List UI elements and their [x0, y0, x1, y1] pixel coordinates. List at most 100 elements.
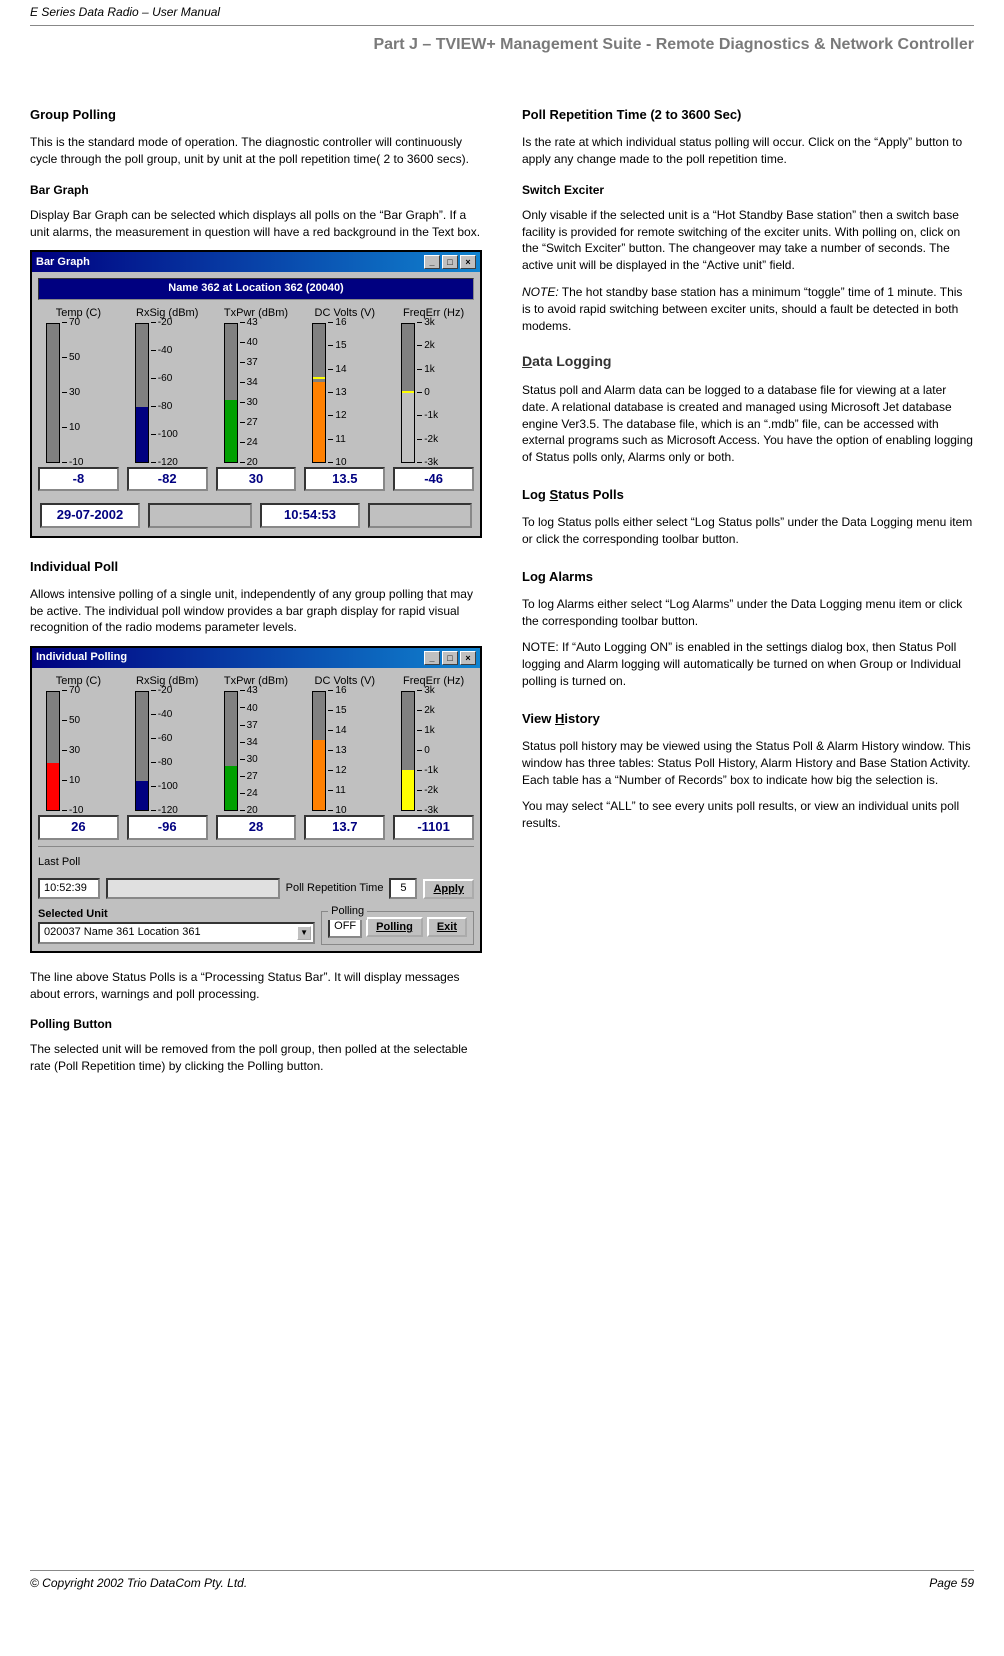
gauge-value: -46 [393, 467, 474, 491]
copyright-text: © Copyright 2002 Trio DataCom Pty. Ltd. [30, 1575, 247, 1592]
gauge-tick-label: -80 [151, 758, 172, 768]
gauge-bar-fill [313, 740, 325, 811]
gauge-tick-label: 30 [62, 746, 80, 756]
gauge-tick-label: -100 [151, 430, 178, 440]
window-titlebar: Individual Polling _ □ × [32, 648, 480, 668]
gauge-tick-label: 20 [240, 458, 258, 468]
gauge-tick-label: 34 [240, 738, 258, 748]
exit-button[interactable]: Exit [427, 917, 467, 937]
gauge-bar [224, 691, 238, 811]
view-history-text-1: Status poll history may be viewed using … [522, 738, 974, 788]
gauge-canvas: 4340373430272420 [216, 323, 297, 463]
gauge-tick-label: -60 [151, 734, 172, 744]
gauge-tick-label: 34 [240, 378, 258, 388]
gauge-tick-label: 2k [417, 341, 435, 351]
gauge-value: -8 [38, 467, 119, 491]
gauge-canvas: -20-40-60-80-100-120 [127, 691, 208, 811]
gauge-value: -1101 [393, 815, 474, 839]
close-icon[interactable]: × [460, 651, 476, 665]
poll-repetition-label: Poll Repetition Time [286, 881, 384, 896]
gauge-tick-label: -1k [417, 766, 438, 776]
page-number: Page 59 [929, 1575, 974, 1592]
gauge-value: -82 [127, 467, 208, 491]
gauge-tick-label: 1k [417, 365, 435, 375]
minimize-icon[interactable]: _ [424, 255, 440, 269]
data-logging-text: Status poll and Alarm data can be logged… [522, 382, 974, 466]
gauge-tick-label: 50 [62, 353, 80, 363]
gauge-tick-label: -20 [151, 686, 172, 696]
apply-button[interactable]: Apply [423, 879, 474, 899]
part-title: Part J – TVIEW+ Management Suite - Remot… [30, 30, 974, 86]
polling-button[interactable]: Polling [366, 917, 423, 937]
gauge-value: 30 [216, 467, 297, 491]
gauge-bar [135, 323, 149, 463]
view-history-heading: View History [522, 710, 974, 728]
last-poll-value: 10:52:39 [38, 878, 100, 899]
right-column: Poll Repetition Time (2 to 3600 Sec) Is … [522, 86, 974, 1085]
poll-repetition-value[interactable]: 5 [389, 878, 417, 899]
gauge: FreqErr (Hz)3k2k1k0-1k-2k-3k-1101 [393, 674, 474, 840]
minimize-icon[interactable]: _ [424, 651, 440, 665]
log-alarms-heading: Log Alarms [522, 568, 974, 586]
gauge-tick-label: 20 [240, 806, 258, 816]
gauge-tick-label: 1k [417, 726, 435, 736]
gauge-tick-label: 13 [328, 388, 346, 398]
gauge-bar-fill [225, 400, 237, 462]
polling-button-heading: Polling Button [30, 1016, 482, 1033]
gauge-bar [312, 691, 326, 811]
gauge: RxSig (dBm)-20-40-60-80-100-120-96 [127, 674, 208, 840]
log-alarms-note: NOTE: If “Auto Logging ON” is enabled in… [522, 639, 974, 689]
gauge-bar [401, 691, 415, 811]
gauge-tick-label: -20 [151, 318, 172, 328]
gauge: RxSig (dBm)-20-40-60-80-100-120-82 [127, 306, 208, 492]
gauge: FreqErr (Hz)3k2k1k0-1k-2k-3k-46 [393, 306, 474, 492]
gauge-tick-label: 43 [240, 318, 258, 328]
unit-name-bar: Name 362 at Location 362 (20040) [38, 278, 474, 299]
gauge-bar-fill [313, 382, 325, 462]
gauge-value: 26 [38, 815, 119, 839]
maximize-icon[interactable]: □ [442, 255, 458, 269]
gauge-tick-label: 24 [240, 789, 258, 799]
gauge-canvas: 16151413121110 [304, 691, 385, 811]
last-poll-label: Last Poll [38, 855, 80, 870]
close-icon[interactable]: × [460, 255, 476, 269]
gauge-tick-label: -3k [417, 458, 438, 468]
gauge-tick-label: 13 [328, 746, 346, 756]
window-title: Individual Polling [36, 650, 127, 665]
gauge-tick-label: -40 [151, 710, 172, 720]
doc-title: E Series Data Radio – User Manual [30, 0, 974, 26]
switch-exciter-heading: Switch Exciter [522, 182, 974, 199]
poll-repetition-heading: Poll Repetition Time (2 to 3600 Sec) [522, 106, 974, 124]
gauge-canvas: 16151413121110 [304, 323, 385, 463]
gauge-tick-label: 3k [417, 686, 435, 696]
gauge-tick-label: 10 [62, 776, 80, 786]
gauge: DC Volts (V)1615141312111013.7 [304, 674, 385, 840]
gauge-tick-label: -10 [62, 458, 83, 468]
window-titlebar: Bar Graph _ □ × [32, 252, 480, 272]
gauge-bar-fill [225, 766, 237, 811]
gauge-canvas: 3k2k1k0-1k-2k-3k [393, 691, 474, 811]
gauge: TxPwr (dBm)434037343027242028 [216, 674, 297, 840]
gauge-tick-label: 27 [240, 772, 258, 782]
gauge-bar-fill [47, 763, 59, 810]
bar-graph-heading: Bar Graph [30, 182, 482, 199]
spacer-field [368, 503, 472, 527]
selected-unit-value: 020037 Name 361 Location 361 [44, 925, 201, 940]
status-bar-note: The line above Status Polls is a “Proces… [30, 969, 482, 1003]
gauge-tick-label: -60 [151, 374, 172, 384]
selected-unit-dropdown[interactable]: 020037 Name 361 Location 361 ▼ [38, 922, 315, 943]
gauge-value: 28 [216, 815, 297, 839]
gauge-tick-label: 14 [328, 726, 346, 736]
gauge-tick-label: 70 [62, 686, 80, 696]
log-status-text: To log Status polls either select “Log S… [522, 514, 974, 548]
gauge-marker [313, 377, 325, 379]
gauge-tick-label: -120 [151, 806, 178, 816]
gauge-tick-label: 0 [417, 388, 430, 398]
maximize-icon[interactable]: □ [442, 651, 458, 665]
gauge-bar [312, 323, 326, 463]
gauge: Temp (C)70503010-10-8 [38, 306, 119, 492]
gauge-bar-fill [402, 393, 414, 462]
gauge-bar-fill [47, 448, 59, 462]
gauge-bar-fill [402, 772, 414, 811]
chevron-down-icon[interactable]: ▼ [297, 926, 311, 940]
